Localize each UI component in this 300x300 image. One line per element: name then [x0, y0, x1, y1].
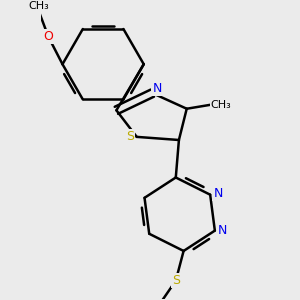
Text: S: S: [172, 274, 180, 287]
Text: O: O: [44, 30, 53, 44]
Text: N: N: [152, 82, 162, 95]
Text: N: N: [213, 187, 223, 200]
Text: N: N: [218, 224, 227, 237]
Text: S: S: [127, 130, 134, 143]
Text: CH₃: CH₃: [29, 1, 50, 10]
Text: CH₃: CH₃: [211, 100, 232, 110]
